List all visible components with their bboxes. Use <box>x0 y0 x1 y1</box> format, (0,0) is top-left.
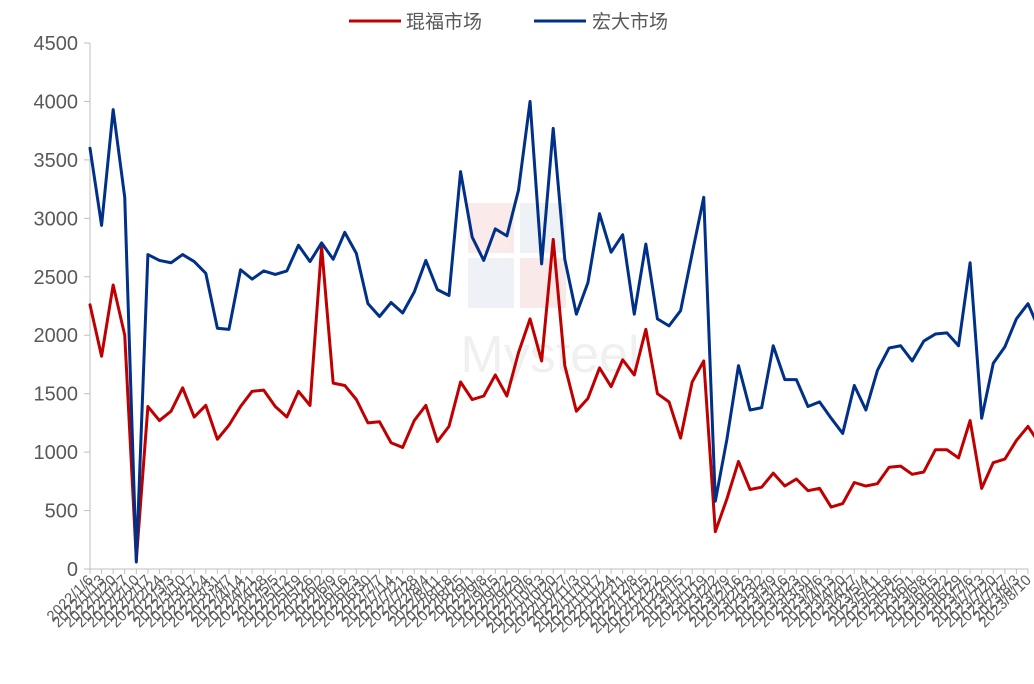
y-tick-label: 4000 <box>34 91 79 113</box>
y-tick-label: 0 <box>67 559 78 581</box>
y-tick-label: 500 <box>45 501 78 523</box>
legend: 琨福市场 宏大市场 <box>349 11 668 33</box>
y-tick-label: 2500 <box>34 267 79 289</box>
y-tick-label: 3000 <box>34 208 79 230</box>
series-line-2 <box>88 99 1034 564</box>
series-line-1 <box>88 237 1034 562</box>
y-tick-label: 3500 <box>34 150 79 172</box>
series-lines <box>88 99 1034 564</box>
legend-label-1: 琨福市场 <box>406 11 482 33</box>
axes: 0500100015002000250030003500400045002022… <box>34 33 1034 637</box>
y-tick-label: 2000 <box>34 325 79 347</box>
y-tick-label: 1500 <box>34 384 79 406</box>
legend-label-2: 宏大市场 <box>592 11 668 33</box>
mysteel-watermark: Mysteel <box>460 203 640 384</box>
y-tick-label: 1000 <box>34 442 79 464</box>
watermark-text: Mysteel <box>460 326 639 384</box>
y-tick-label: 4500 <box>34 33 79 55</box>
